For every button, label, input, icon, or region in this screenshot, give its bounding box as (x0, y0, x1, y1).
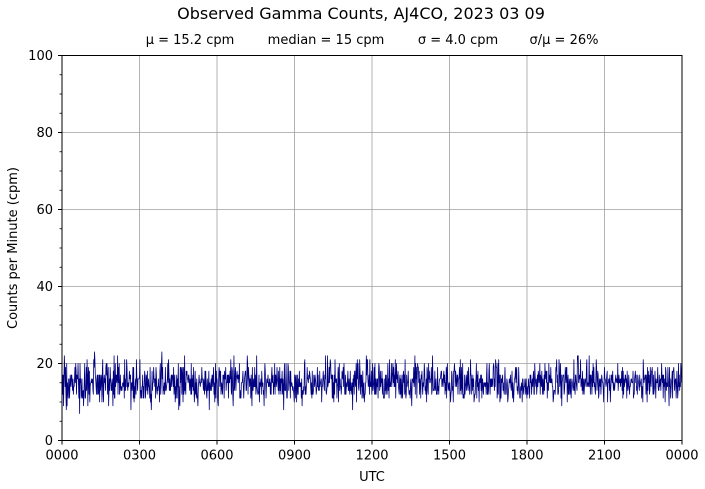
chart-title: Observed Gamma Counts, AJ4CO, 2023 03 09 (177, 4, 545, 23)
series-layer (61, 351, 683, 414)
grid (62, 55, 682, 441)
x-tick-label: 1200 (355, 449, 388, 464)
y-tick-label: 20 (36, 357, 53, 372)
x-tick-label: 0600 (200, 449, 233, 464)
x-tick-label: 0000 (665, 449, 698, 464)
y-tick-label: 60 (36, 203, 53, 218)
x-tick-label: 0000 (45, 449, 78, 464)
stats-subtitle: μ = 15.2 cpm median = 15 cpm σ = 4.0 cpm… (146, 33, 599, 48)
x-axis-label: UTC (359, 470, 385, 485)
y-axis-label: Counts per Minute (cpm) (6, 167, 21, 329)
y-tick-label: 40 (36, 280, 53, 295)
y-tick-label: 80 (36, 126, 53, 141)
stat-median: median = 15 cpm (268, 33, 385, 48)
y-tick-label: 100 (28, 49, 53, 64)
x-tick-label: 0900 (278, 449, 311, 464)
x-tick-label: 1800 (510, 449, 543, 464)
count-series-line (61, 351, 683, 414)
y-tick-label: 0 (45, 434, 53, 449)
stat-ratio: σ/μ = 26% (530, 33, 599, 48)
x-tick-label: 0300 (123, 449, 156, 464)
x-tick-label: 2100 (588, 449, 621, 464)
x-tick-label: 1500 (433, 449, 466, 464)
stat-mean: μ = 15.2 cpm (146, 33, 235, 48)
axis-ticks: 0000 0300 0600 0900 1200 1500 1800 2100 00000204… (28, 49, 698, 464)
stat-sigma: σ = 4.0 cpm (418, 33, 498, 48)
